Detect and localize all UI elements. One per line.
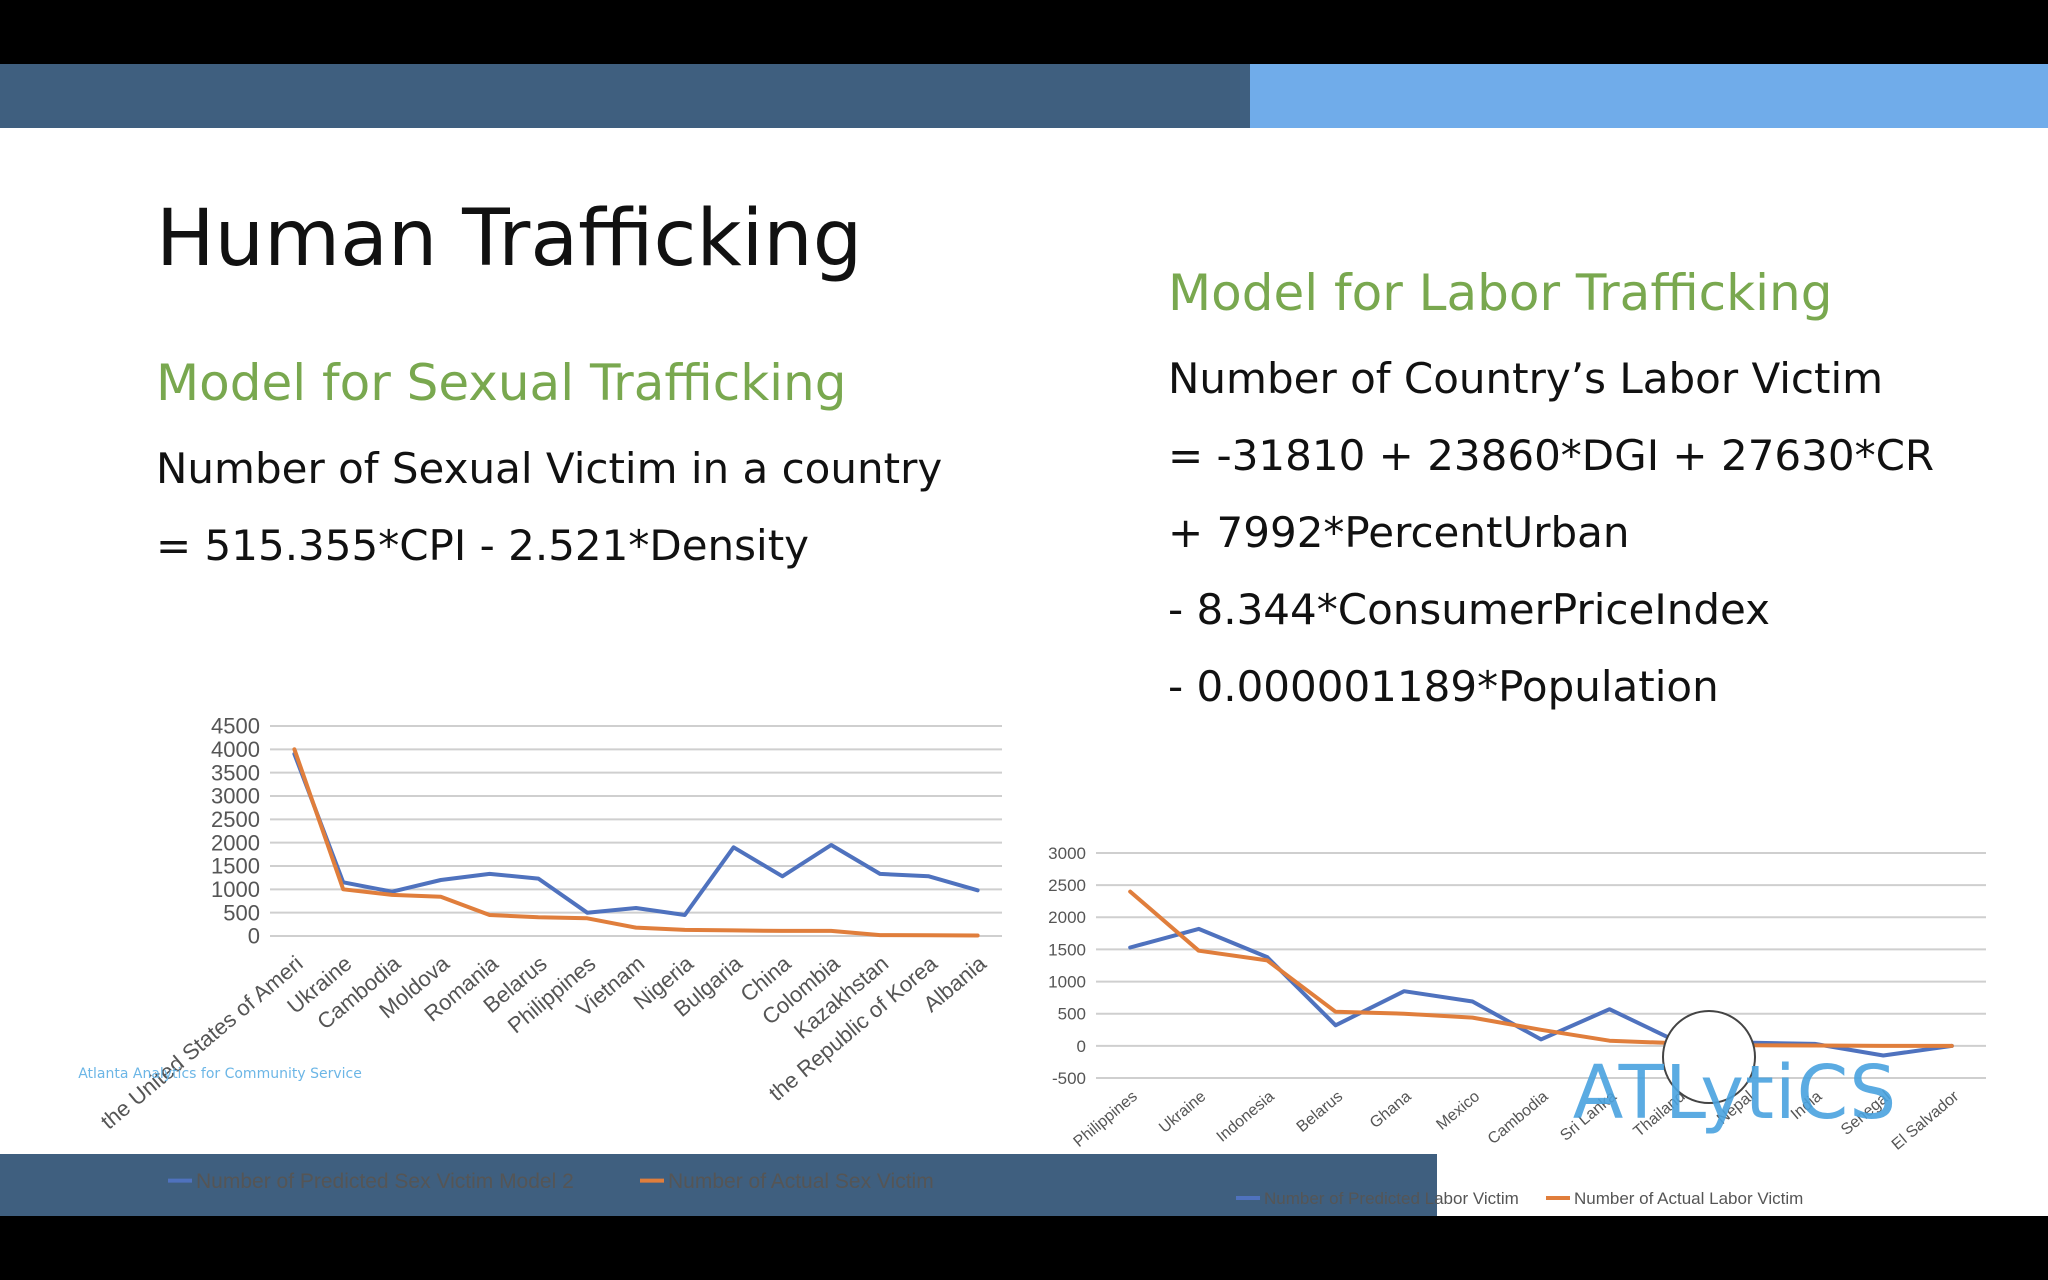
logo-text: ATLytiCS — [1572, 1050, 1898, 1136]
sex-chart-legend-entry: Number of Actual Sex Victim — [668, 1170, 934, 1193]
labor-chart-x-tick-label: Cambodia — [1485, 1088, 1552, 1148]
labor-chart-y-tick-label: 1000 — [1048, 973, 1086, 992]
labor-chart-legend-entry: Number of Predicted Labor Victim — [1264, 1189, 1519, 1208]
sex-chart-series-line-2 — [292, 747, 980, 938]
sexual-equation-line-2: = 515.355*CPI - 2.521*Density — [156, 521, 810, 570]
sex-chart-y-tick-label: 1000 — [211, 877, 260, 902]
labor-chart-y-tick-label: 3000 — [1048, 844, 1086, 863]
sexual-equation-line-1: Number of Sexual Victim in a country — [156, 444, 943, 493]
slide-title: Human Trafficking — [156, 194, 863, 284]
sex-chart-y-tick-label: 3500 — [211, 760, 260, 785]
sexual-model-heading: Model for Sexual Trafficking — [156, 354, 847, 412]
sex-chart-y-tick-label: 2500 — [211, 807, 260, 832]
sex-chart-series-line-1 — [292, 752, 980, 917]
sex-chart-x-tick-label: the United States of Ameri — [96, 951, 308, 1134]
atlytics-logo: ATLytiCS — [1570, 1010, 1950, 1150]
labor-equation-line-5: - 0.000001189*Population — [1168, 662, 1719, 711]
labor-chart-x-tick-label: Ukraine — [1156, 1088, 1209, 1137]
labor-equation-line-2: = -31810 + 23860*DGI + 27630*CR — [1168, 431, 1935, 480]
sex-chart-y-tick-label: 0 — [248, 924, 260, 949]
labor-chart-x-tick-label: Mexico — [1433, 1088, 1483, 1134]
labor-chart-series-line-2 — [1128, 889, 1954, 1048]
labor-chart-x-tick-label: Ghana — [1367, 1088, 1415, 1132]
labor-chart-y-tick-label: -500 — [1052, 1069, 1086, 1088]
labor-chart-y-tick-label: 1500 — [1048, 940, 1086, 959]
labor-chart-x-tick-label: Philippines — [1071, 1088, 1141, 1151]
labor-chart-y-tick-label: 0 — [1077, 1037, 1086, 1056]
sex-chart-y-tick-label: 3000 — [211, 784, 260, 809]
sex-chart-y-tick-label: 4000 — [211, 737, 260, 762]
sex-chart-y-tick-label: 500 — [223, 900, 260, 925]
sex-chart-y-tick-label: 4500 — [211, 714, 260, 739]
labor-equation-line-3: + 7992*PercentUrban — [1168, 508, 1630, 557]
logo-subtext: Atlanta Analytics for Community Service — [78, 1066, 362, 1082]
labor-chart-x-tick-label: Belarus — [1294, 1088, 1346, 1136]
bottom-dark-bar — [0, 1154, 1437, 1216]
skyline-icon — [1662, 1010, 1756, 1104]
labor-chart-y-tick-label: 2000 — [1048, 908, 1086, 927]
top-dark-bar — [0, 64, 1250, 128]
sex-chart-legend-entry: Number of Predicted Sex Victim Model 2 — [196, 1170, 574, 1193]
labor-chart-legend-entry: Number of Actual Labor Victim — [1574, 1189, 1803, 1208]
labor-chart-y-tick-label: 2500 — [1048, 876, 1086, 895]
labor-equation-line-4: - 8.344*ConsumerPriceIndex — [1168, 585, 1770, 634]
labor-chart-x-tick-label: Indonesia — [1214, 1088, 1278, 1146]
sex-chart-y-tick-label: 2000 — [211, 830, 260, 855]
labor-equation-line-1: Number of Country’s Labor Victim — [1168, 354, 1884, 403]
labor-trafficking-chart: -500 0 500 1000 1500 2000 2500 3000 Philippines U… — [1048, 844, 1986, 1208]
labor-chart-y-tick-label: 500 — [1058, 1005, 1086, 1024]
labor-model-heading: Model for Labor Trafficking — [1168, 264, 1833, 322]
slide: Human Trafficking Model for Sexual Traff… — [0, 64, 2048, 1216]
top-light-bar — [1250, 64, 2048, 128]
sex-chart-y-tick-label: 1500 — [211, 854, 260, 879]
